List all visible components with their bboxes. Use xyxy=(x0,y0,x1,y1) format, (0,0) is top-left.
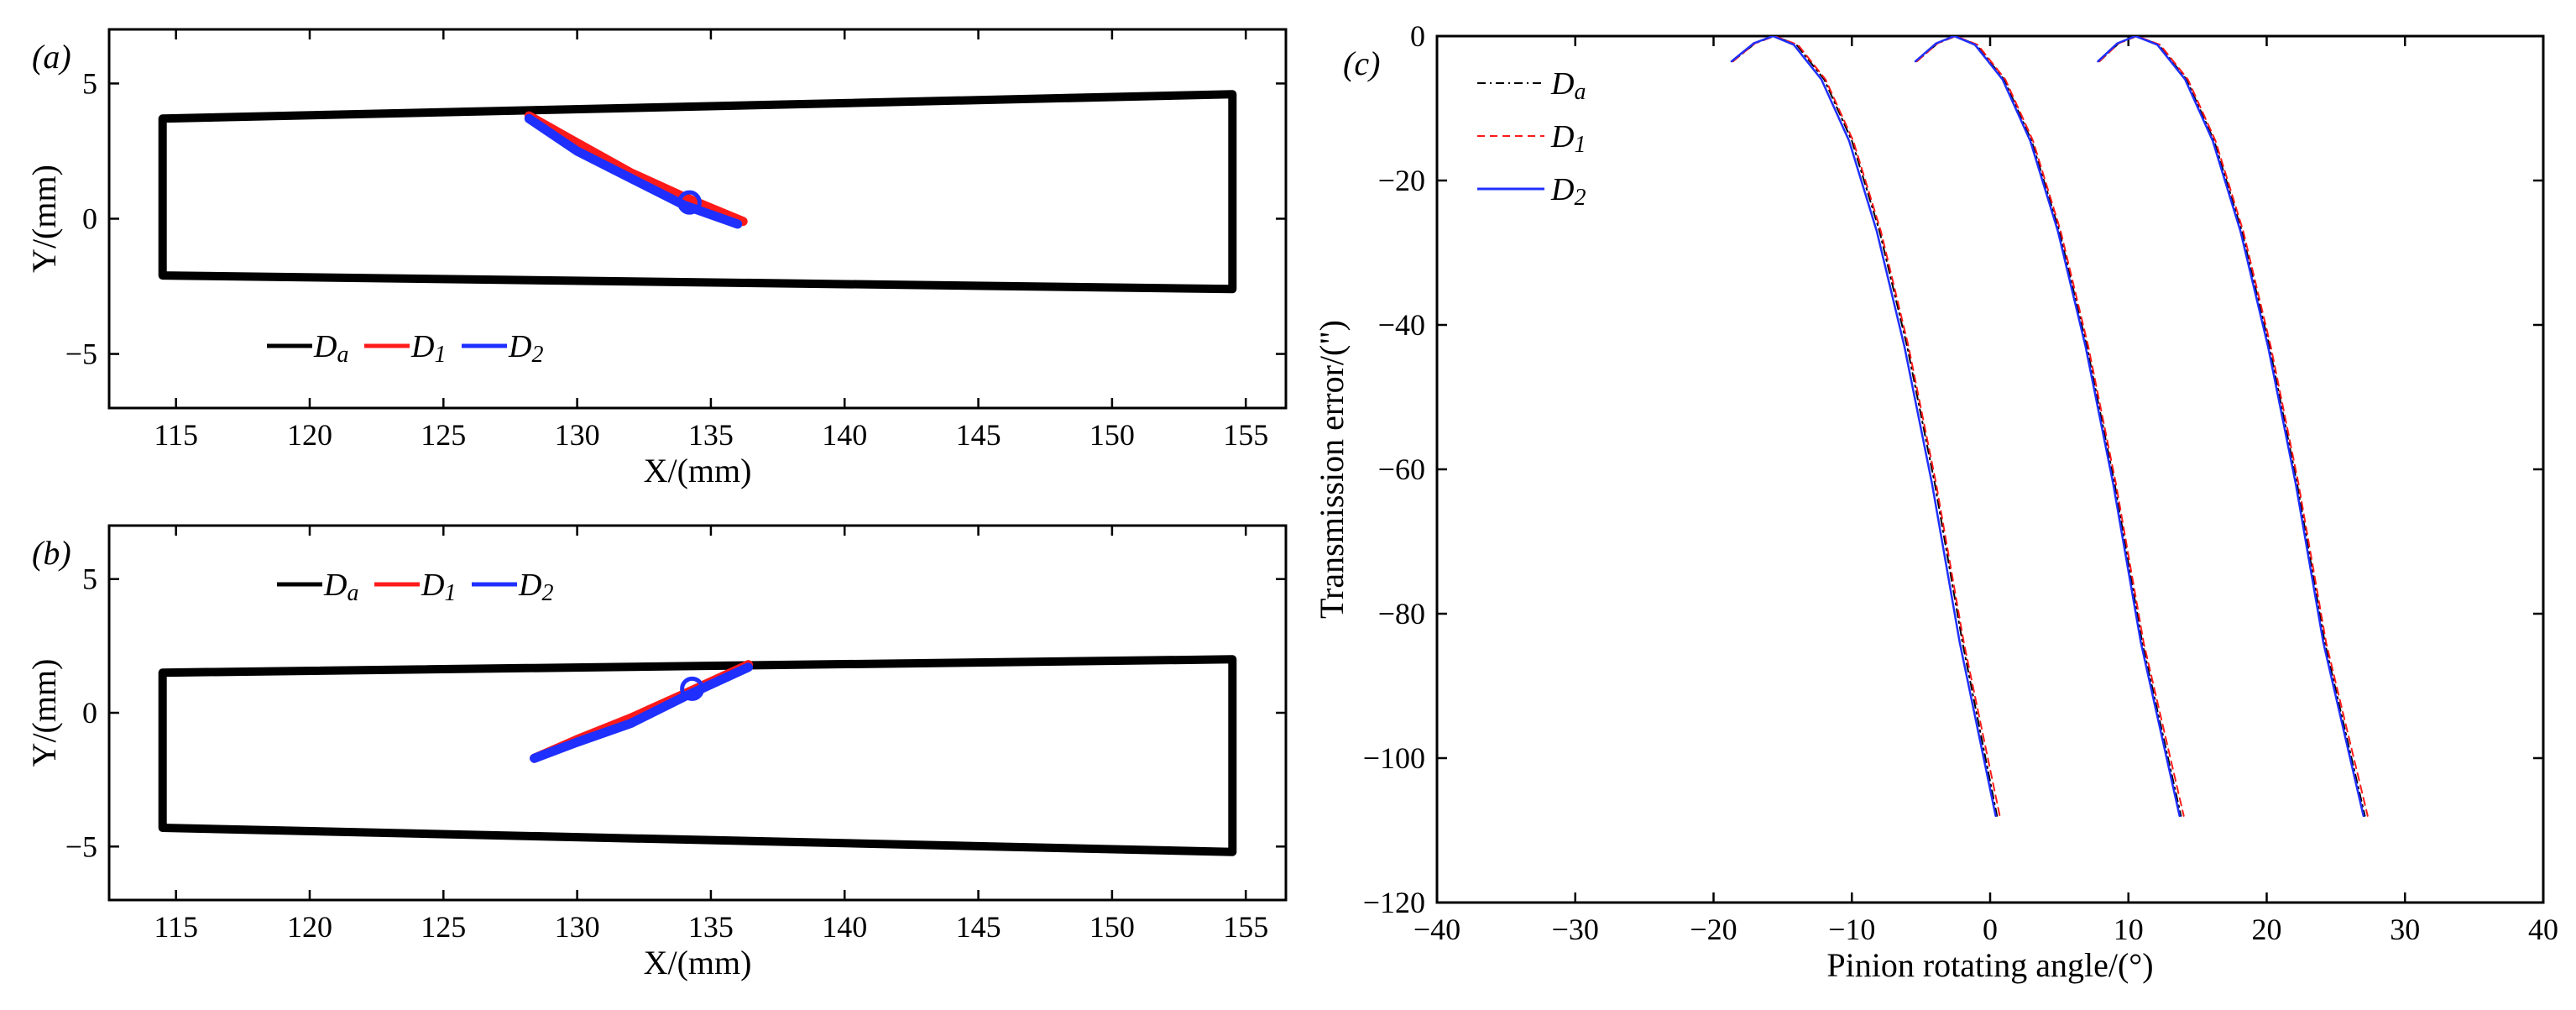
x-tick-label: 150 xyxy=(1089,910,1135,944)
y-tick-label: −100 xyxy=(1363,741,1425,775)
x-tick-label: 10 xyxy=(2114,913,2144,946)
series-line-Da xyxy=(2098,36,2366,817)
y-tick-label: 0 xyxy=(82,202,97,236)
x-tick-label: 120 xyxy=(287,910,332,944)
y-tick-label: −5 xyxy=(65,338,97,371)
legend-label-Da: Da xyxy=(1550,66,1586,105)
y-tick-label: −5 xyxy=(65,829,97,863)
x-tick-label: 145 xyxy=(956,910,1001,944)
x-tick-label: 125 xyxy=(421,910,466,944)
y-axis-label: Y/(mm) xyxy=(25,659,63,767)
x-tick-label: −10 xyxy=(1828,913,1875,946)
series-line-D2 xyxy=(1914,36,2181,818)
x-axis-label: X/(mm) xyxy=(644,452,752,489)
x-tick-label: 140 xyxy=(822,910,867,944)
plot-frame xyxy=(107,28,1288,410)
x-tick-label: 150 xyxy=(1089,418,1135,452)
series-line-Da xyxy=(1915,36,2182,817)
series-line-Da xyxy=(158,90,1237,294)
x-tick-label: 40 xyxy=(2528,913,2558,946)
series-line-D2 xyxy=(2097,36,2365,818)
x-axis-label: X/(mm) xyxy=(644,944,752,981)
x-tick-label: 125 xyxy=(421,418,466,452)
x-tick-label: 130 xyxy=(555,418,600,452)
x-tick-label: 30 xyxy=(2390,913,2420,946)
series-line-D2 xyxy=(524,113,743,229)
data-layer xyxy=(158,655,1237,856)
legend: Da D1 D2 xyxy=(277,568,553,606)
panel-label: (a) xyxy=(32,38,71,76)
y-tick-label: 5 xyxy=(82,66,97,100)
y-tick-label: −20 xyxy=(1378,164,1425,197)
data-layer xyxy=(1730,36,2369,818)
series-line-Da xyxy=(1732,36,1999,817)
x-tick-label: 155 xyxy=(1223,910,1268,944)
x-tick-label: −40 xyxy=(1413,913,1460,946)
y-tick-label: −120 xyxy=(1363,886,1425,919)
series-line-Da xyxy=(158,655,1237,856)
legend-label-Da: Da xyxy=(323,568,358,606)
x-tick-label: 20 xyxy=(2252,913,2282,946)
x-tick-label: 130 xyxy=(555,910,600,944)
series-line-D1 xyxy=(1732,36,2001,817)
x-tick-label: −30 xyxy=(1552,913,1599,946)
legend-label-D2: D2 xyxy=(1550,172,1586,211)
series-line-D2 xyxy=(1730,36,1997,818)
y-axis-label: Transmission error/(") xyxy=(1313,320,1351,619)
contact-center-marker xyxy=(677,190,702,215)
contact-center-marker xyxy=(680,676,705,701)
series-line-D2 xyxy=(530,662,753,763)
x-tick-label: 120 xyxy=(287,418,332,452)
x-tick-label: 145 xyxy=(956,418,1001,452)
x-tick-label: 115 xyxy=(154,910,198,944)
x-tick-label: 115 xyxy=(154,418,198,452)
x-tick-label: 0 xyxy=(1983,913,1998,946)
y-tick-label: 0 xyxy=(82,696,97,730)
y-tick-label: −40 xyxy=(1378,308,1425,342)
legend-label-D2: D2 xyxy=(508,329,543,368)
y-axis-label: Y/(mm) xyxy=(25,165,63,273)
legend-label-D1: D1 xyxy=(421,568,456,606)
y-tick-label: 0 xyxy=(1410,19,1425,53)
series-line-D1 xyxy=(2098,36,2369,817)
y-tick-label: 5 xyxy=(82,563,97,596)
legend-label-D1: D1 xyxy=(1550,119,1586,158)
legend: Da D1 D2 xyxy=(1477,66,1586,211)
y-tick-label: −80 xyxy=(1378,597,1425,631)
legend: Da D1 D2 xyxy=(267,329,543,368)
legend-label-D2: D2 xyxy=(518,568,553,606)
data-layer xyxy=(158,90,1237,294)
panel-c: −40 −30 −20 −10 0 10 20 30 400−20−40−60−80−100−1… xyxy=(1313,19,2558,984)
x-tick-label: 135 xyxy=(688,418,734,452)
series-line-D1 xyxy=(1915,36,2185,817)
x-axis-label: Pinion rotating angle/(°) xyxy=(1826,946,2153,984)
panel-b: 115 120 125 130 135 140 145 150 155 5 0 −5 X/(mm) Y/(… xyxy=(25,524,1288,981)
x-tick-label: 135 xyxy=(688,910,734,944)
y-tick-label: −60 xyxy=(1378,453,1425,486)
x-tick-label: 140 xyxy=(822,418,867,452)
series-line-D1 xyxy=(524,111,748,227)
legend-label-D1: D1 xyxy=(410,329,446,368)
panel-label: (b) xyxy=(32,534,71,572)
panel-label: (c) xyxy=(1343,44,1380,82)
x-tick-label: 155 xyxy=(1223,418,1268,452)
x-tick-label: −20 xyxy=(1690,913,1737,946)
legend-label-Da: Da xyxy=(313,329,348,368)
panel-a: 115 120 125 130 135 140 145 150 155 5 0 −5 X/(mm) Y/(… xyxy=(25,28,1288,489)
